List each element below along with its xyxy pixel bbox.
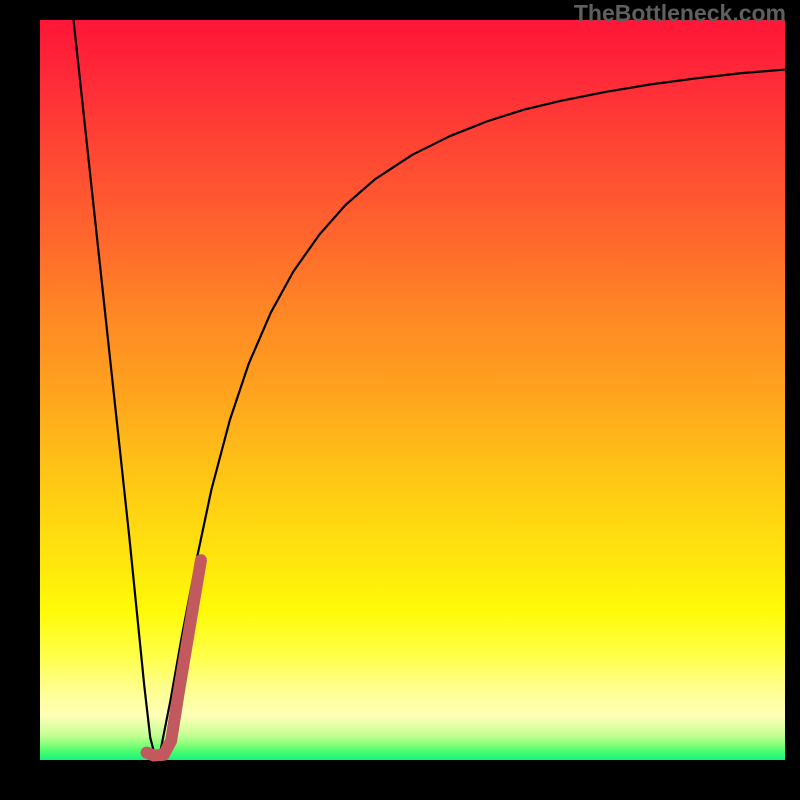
plot-area xyxy=(40,20,785,760)
bottleneck-chart xyxy=(0,0,800,800)
